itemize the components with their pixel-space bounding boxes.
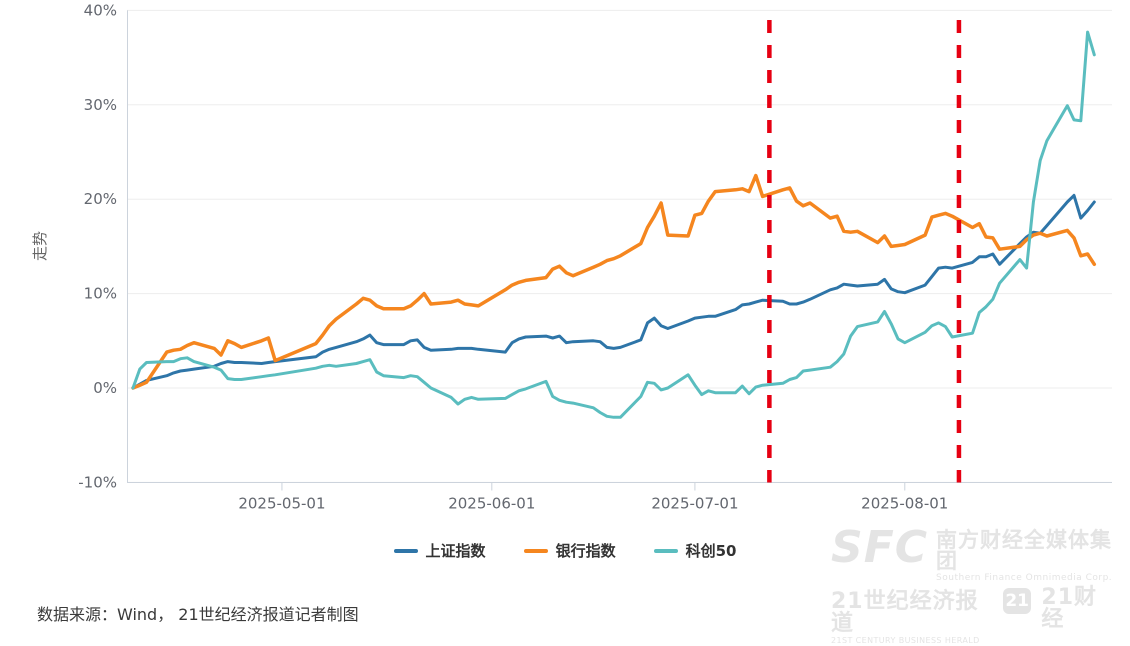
legend-label: 科创50 — [685, 542, 737, 560]
legend-item-star50[interactable]: 科创50 — [653, 540, 737, 561]
watermark-group-en: Southern Finance Omnimedia Corp. — [936, 573, 1113, 583]
sfc-logo: SFC — [831, 522, 929, 573]
series-line-bank-index — [131, 173, 1097, 390]
legend-line-icon — [653, 548, 678, 553]
legend-line-icon — [523, 548, 548, 553]
x-tick-label: 2025-08-01 — [861, 495, 948, 513]
y-tick-label: 30% — [84, 96, 117, 114]
legend-line-icon — [393, 548, 418, 553]
y-tick-label: 40% — [84, 1, 117, 19]
legend-label: 上证指数 — [425, 542, 486, 560]
y-tick-label: 10% — [84, 285, 117, 303]
21-badge-icon: 21 — [1002, 588, 1032, 614]
series-line-star50 — [131, 30, 1096, 419]
y-tick-label: 20% — [84, 190, 117, 208]
y-tick-label: 0% — [93, 379, 117, 397]
x-tick-label: 2025-05-01 — [238, 495, 325, 513]
y-tick-label: -10% — [78, 473, 117, 491]
trend-chart-svg: 40% 30% 20% 10% 0% -10% 2025-05-01 2025-06-01 20… — [31, 1, 1112, 513]
watermark-row-1: SFC 南方财经全媒体集团 Southern Finance Omnimedia… — [831, 526, 1116, 583]
source-note: 数据来源：Wind， 21世纪经济报道记者制图 — [37, 605, 359, 624]
watermark: SFC 南方财经全媒体集团 Southern Finance Omnimedia… — [831, 526, 1116, 645]
watermark-row-2: 21世纪经济报道 21ST CENTURY BUSINESS HERALD 21… — [831, 587, 1116, 645]
watermark-paper-en: 21ST CENTURY BUSINESS HERALD — [831, 636, 980, 645]
x-tick-label: 2025-06-01 — [448, 495, 535, 513]
legend-label: 银行指数 — [555, 542, 616, 560]
legend-item-shanghai-composite[interactable]: 上证指数 — [393, 540, 486, 561]
watermark-group-cn: 南方财经全媒体集团 — [936, 528, 1113, 573]
legend-item-bank-index[interactable]: 银行指数 — [523, 540, 616, 561]
watermark-app-cn: 21财经 — [1041, 585, 1098, 632]
watermark-paper-cn: 21世纪经济报道 — [831, 589, 979, 636]
chart-legend: 上证指数 银行指数 科创50 — [0, 540, 1130, 561]
x-tick-label: 2025-07-01 — [651, 495, 738, 513]
y-axis-title: 走势 — [31, 231, 49, 261]
series-line-shanghai-composite — [131, 193, 1096, 390]
